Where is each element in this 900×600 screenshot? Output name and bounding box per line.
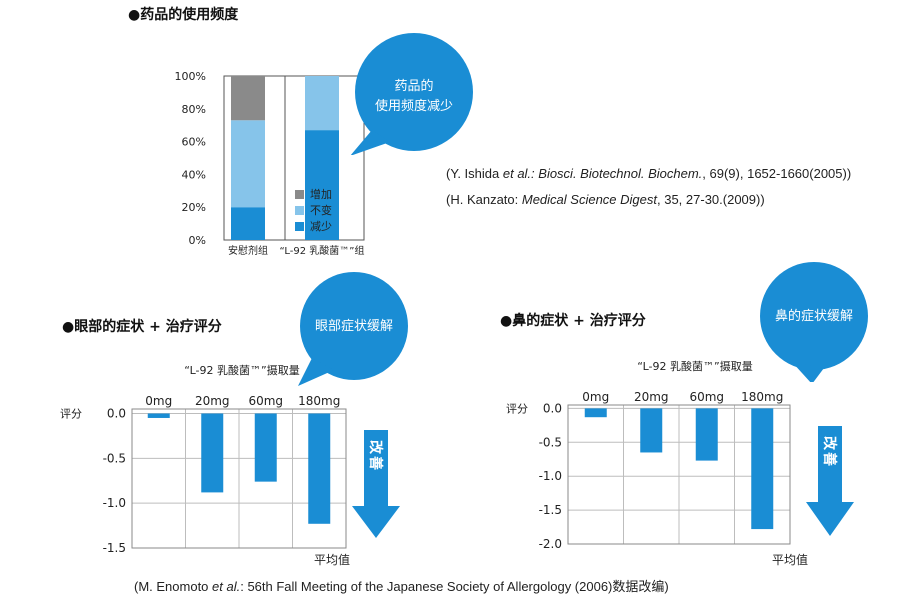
x-tick-label: “L-92 乳酸菌™”组	[280, 244, 365, 257]
legend-label: 减少	[310, 220, 332, 233]
x-tick-label: 180mg	[741, 390, 783, 404]
y-tick-label: 20%	[182, 201, 206, 214]
stacked-bar-segment	[305, 76, 339, 131]
improvement-arrow-label: 善	[821, 452, 838, 466]
plot-frame	[131, 408, 347, 549]
data-bar	[751, 408, 774, 530]
data-bar	[584, 408, 607, 418]
chart-title: “L-92 乳酸菌™”摄取量	[184, 363, 299, 377]
usage-bubble-circle	[355, 33, 473, 151]
improvement-arrow	[806, 426, 854, 536]
legend-swatch	[295, 222, 304, 231]
legend-label: 增加	[310, 187, 332, 201]
improvement-arrow-label: 改	[367, 440, 384, 455]
data-bar	[695, 408, 718, 461]
eye-bubble-circle	[300, 272, 408, 380]
y-tick-label: -1.0	[103, 496, 126, 510]
eye-bubble-text: 眼部症状缓解	[315, 319, 393, 334]
stacked-bar-segment	[231, 76, 265, 121]
nose-bubble-circle	[760, 262, 868, 370]
legend-swatch	[295, 190, 304, 199]
reference-kanzato-detail: , 35, 27-30.(2009))	[657, 192, 765, 207]
x-tick-label: 20mg	[634, 390, 669, 404]
reference-enomoto: (M. Enomoto et al.: 56th Fall Meeting of…	[134, 576, 669, 595]
legend-label: 不变	[310, 203, 332, 217]
x-tick-label: 180mg	[298, 394, 340, 408]
y-tick-label: 60%	[182, 136, 206, 149]
nose-bubble-tail	[792, 362, 824, 382]
eye-bubble: 眼部症状缓解	[298, 272, 408, 386]
reference-ishida-author: (Y. Ishida	[446, 166, 503, 181]
stacked-bar-segment	[231, 207, 265, 240]
y-tick-label: -0.5	[103, 451, 126, 465]
usage-bubble-line2: 使用频度减少	[375, 98, 453, 114]
eye-section-title: ●眼部的症状 + 治疗评分	[62, 319, 222, 335]
reference-enomoto-author: (M. Enomoto	[134, 579, 213, 594]
usage-section-title: ●药品的使用频度	[128, 7, 239, 23]
usage-bubble-tail	[350, 130, 390, 155]
data-bar	[147, 413, 170, 418]
x-tick-label: 0mg	[582, 390, 609, 404]
stacked-bar-segment	[231, 120, 265, 208]
eye-bubble-tail	[298, 358, 334, 386]
reference-ishida: (Y. Ishida et al.: Biosci. Biotechnol. B…	[446, 166, 851, 181]
y-tick-label: 80%	[182, 103, 206, 116]
x-tick-label: 60mg	[689, 390, 724, 404]
usage-bubble-line1: 药品的	[394, 78, 433, 94]
x-tick-label: 60mg	[248, 394, 283, 408]
y-tick-label: -1.5	[103, 541, 126, 555]
x-tick-label: 20mg	[195, 394, 230, 408]
data-bar	[640, 408, 663, 453]
y-tick-label: 40%	[182, 168, 206, 181]
x-axis-label: 平均值	[772, 552, 808, 567]
reference-enomoto-detail: : 56th Fall Meeting of the Japanese Soci…	[240, 579, 669, 594]
improvement-arrow-label: 改	[821, 436, 838, 451]
y-tick-label: -1.0	[539, 469, 562, 483]
reference-ishida-etal: et al.	[502, 166, 532, 181]
plot-frame	[223, 75, 365, 241]
x-tick-label: 0mg	[145, 394, 172, 408]
reference-ishida-journal: : Biosci. Biotechnol. Biochem.	[531, 166, 703, 181]
improvement-arrow-label: 善	[367, 456, 384, 470]
nose-bubble: 鼻的症状缓解	[760, 262, 868, 382]
y-tick-label: -2.0	[539, 537, 562, 551]
nose-section-title: ●鼻的症状 + 治疗评分	[500, 313, 646, 329]
data-bar	[201, 413, 224, 493]
nose-bubble-text: 鼻的症状缓解	[775, 308, 853, 324]
y-tick-label: 100%	[175, 70, 206, 83]
x-axis-label: 平均值	[314, 552, 350, 567]
y-tick-label: -0.5	[539, 435, 562, 449]
chart-title: “L-92 乳酸菌™”摄取量	[637, 359, 752, 373]
y-axis-label: 评分	[506, 402, 528, 415]
y-tick-label: 0%	[189, 234, 206, 247]
y-tick-label: -1.5	[539, 503, 562, 517]
reference-enomoto-etal: et al.	[212, 579, 241, 594]
reference-kanzato-journal: Medical Science Digest	[521, 192, 657, 207]
usage-bubble: 药品的 使用频度减少	[350, 33, 473, 155]
reference-kanzato-author: (H. Kanzato:	[446, 192, 522, 207]
improvement-arrow	[352, 430, 400, 538]
y-tick-label: 0.0	[107, 406, 126, 420]
y-axis-label: 评分	[60, 407, 82, 420]
stacked-bar-segment	[305, 130, 339, 240]
x-tick-label: 安慰剂组	[228, 244, 268, 257]
y-tick-label: 0.0	[543, 401, 562, 415]
legend-swatch	[295, 206, 304, 215]
plot-frame	[567, 404, 791, 545]
reference-ishida-detail: , 69(9), 1652-1660(2005))	[702, 166, 852, 181]
data-bar	[254, 413, 277, 482]
data-bar	[308, 413, 331, 524]
reference-kanzato: (H. Kanzato: Medical Science Digest, 35,…	[446, 192, 765, 207]
